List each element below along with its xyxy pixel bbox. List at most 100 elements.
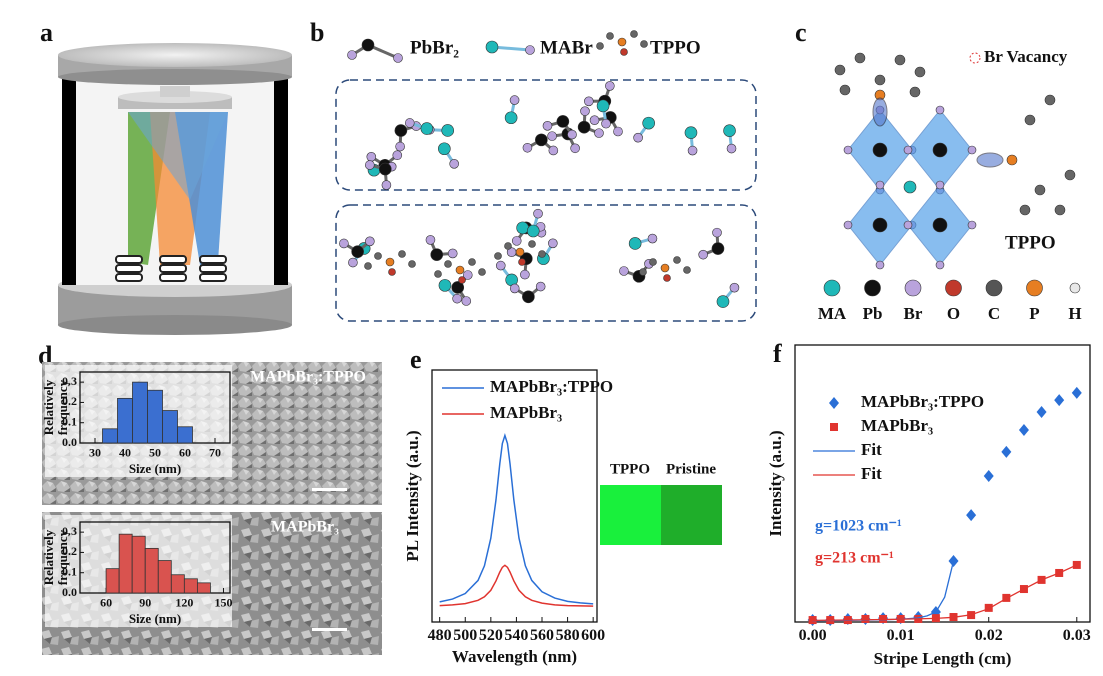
y-axis-label: Relatively — [41, 529, 56, 585]
atom — [548, 238, 558, 249]
atom — [522, 290, 535, 304]
atom — [967, 145, 977, 155]
atom — [504, 111, 518, 125]
atom — [589, 115, 600, 125]
atom — [365, 236, 375, 247]
atom — [1019, 204, 1031, 216]
x-tick-label: 0.03 — [1063, 627, 1091, 644]
molecule-label: TPPO — [1005, 232, 1056, 253]
atom — [875, 260, 885, 270]
atom — [839, 84, 851, 96]
atom — [511, 236, 522, 246]
y-tick-label: 0.2 — [62, 544, 77, 558]
atom — [535, 281, 546, 292]
atom — [520, 269, 530, 280]
atom — [577, 120, 591, 134]
x-tick-label: 90 — [139, 596, 151, 610]
y-axis-label: frequency — [55, 379, 70, 435]
bar — [183, 578, 198, 594]
x-tick-label: 520 — [479, 627, 503, 644]
atom — [619, 266, 629, 276]
scale-bar — [312, 488, 347, 491]
atom — [438, 142, 451, 156]
annotation: g=1023 cm⁻¹ — [815, 518, 902, 535]
bar — [196, 582, 211, 594]
bar — [170, 574, 185, 594]
atom — [398, 250, 406, 258]
inset-swatch — [661, 485, 722, 545]
atom — [528, 240, 536, 248]
charts: 30 40 50 60 70 0.0 0.1 0.2 0.3 Size (nm) Relativel… — [41, 344, 1091, 668]
atom — [1044, 94, 1056, 106]
atom — [468, 258, 476, 266]
atom — [843, 220, 853, 230]
y-tick-label: 0.3 — [62, 524, 77, 538]
atom — [935, 260, 945, 270]
vacancy — [872, 97, 888, 127]
atom — [533, 208, 543, 219]
point — [1071, 386, 1082, 399]
legend-label: Fit — [861, 440, 882, 459]
plot-frame — [431, 369, 598, 623]
y-axis-label: PL Intensity (a.u.) — [403, 430, 422, 561]
x-tick-label: 500 — [453, 627, 477, 644]
legend-label: Br — [904, 304, 923, 323]
panel-label: a — [40, 18, 53, 47]
atom — [716, 295, 730, 308]
atom — [1034, 184, 1046, 196]
atom — [542, 121, 553, 131]
atom — [452, 293, 462, 304]
panel-c: Br Vacancy TPPO MA Pb Br O C P H — [818, 47, 1082, 323]
y-tick-label: 0.1 — [62, 414, 77, 428]
atom — [538, 250, 546, 258]
legend-label: MA — [818, 304, 847, 323]
x-axis-label: Stripe Length (cm) — [874, 649, 1012, 668]
x-tick-label: 30 — [89, 446, 101, 460]
atom — [516, 221, 529, 235]
atom — [663, 274, 671, 282]
image-label: MAPbBr₃ — [271, 519, 339, 536]
bar — [105, 568, 120, 594]
atom — [378, 162, 392, 176]
atom — [874, 74, 886, 86]
x-tick-label: 120 — [175, 596, 193, 610]
atom — [339, 238, 349, 249]
point — [1036, 406, 1047, 419]
vacancy — [976, 152, 1004, 168]
atom — [495, 260, 506, 271]
crystal-structure — [834, 52, 1076, 270]
atom — [393, 53, 403, 63]
atom — [711, 242, 725, 255]
legend-label: PbBr₂ — [410, 37, 459, 58]
y-axis-label: Relatively — [41, 379, 56, 435]
legend-swatch — [945, 279, 962, 297]
legend-swatch — [985, 279, 1003, 297]
atom — [462, 270, 473, 280]
atom — [903, 145, 913, 155]
box — [335, 204, 757, 322]
atom — [1054, 204, 1066, 216]
atom — [570, 143, 580, 154]
x-tick-label: 60 — [179, 446, 191, 460]
atom — [875, 180, 885, 190]
atom — [687, 145, 698, 156]
atom — [872, 142, 888, 158]
atom — [909, 86, 921, 98]
atom — [894, 54, 906, 66]
scale-bar — [312, 628, 347, 631]
panel-d: MAPbBr₃:TPPO MAPbBr₃ — [42, 362, 382, 655]
atom — [381, 180, 392, 190]
atom — [932, 142, 948, 158]
atom — [547, 131, 557, 141]
x-tick-label: 60 — [100, 596, 112, 610]
legend-label: TPPO — [650, 37, 701, 58]
atom — [683, 266, 691, 274]
point — [1018, 424, 1029, 437]
legend-label: MAPbBr₃ — [490, 403, 562, 422]
atom — [628, 237, 642, 250]
bar — [162, 410, 178, 444]
atom — [515, 247, 525, 257]
atom — [525, 45, 535, 55]
legend-label: H — [1068, 304, 1081, 323]
